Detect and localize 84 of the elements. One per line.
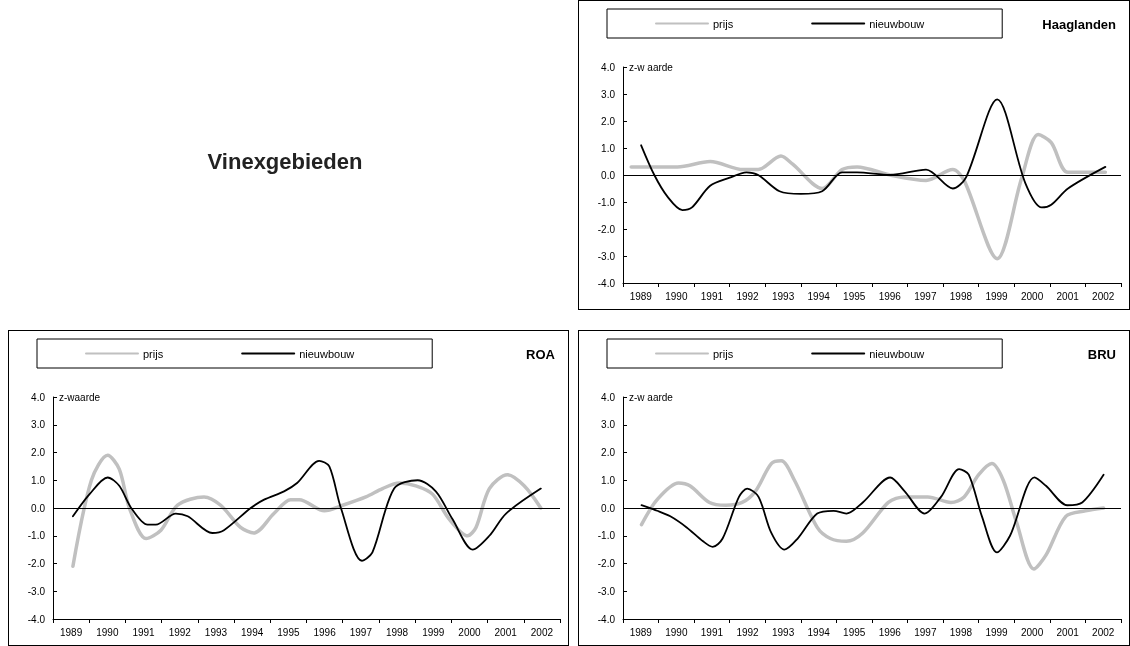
x-tick-label: 1990 [665, 626, 688, 638]
y-tick-label: 4.0 [31, 391, 46, 403]
y-tick-label: -2.0 [597, 558, 616, 569]
legend-label: prijs [713, 17, 734, 30]
x-tick-label: 1995 [843, 290, 866, 302]
y-tick-label: -1.0 [597, 196, 616, 208]
y-tick-label: 1.0 [31, 474, 46, 486]
x-tick-label: 1999 [985, 626, 1009, 638]
x-tick-label: 2000 [1020, 290, 1044, 302]
x-tick-label: 1994 [807, 626, 831, 638]
x-tick-label: 1999 [985, 290, 1009, 302]
y-tick-label: -3.0 [597, 585, 616, 597]
y-axis-title: z-w aarde [629, 391, 674, 403]
x-tick-label: 1993 [204, 626, 228, 638]
y-tick-label: 3.0 [601, 88, 616, 100]
legend-label: prijs [143, 347, 164, 360]
x-tick-label: 2002 [530, 626, 554, 638]
x-tick-label: 2001 [1056, 626, 1080, 638]
y-tick-label: -3.0 [27, 585, 46, 597]
y-tick-label: -4.0 [597, 613, 616, 625]
x-tick-label: 1993 [771, 290, 795, 302]
x-tick-label: 1990 [665, 290, 688, 302]
x-tick-label: 1997 [914, 290, 937, 302]
x-tick-label: 1991 [700, 626, 724, 638]
y-tick-label: -1.0 [27, 530, 46, 542]
y-tick-label: 2.0 [31, 447, 46, 458]
x-tick-label: 1996 [878, 626, 902, 638]
text: Vinexgebieden [207, 148, 363, 174]
x-tick-label: 2001 [494, 626, 518, 638]
y-tick-label: 4.0 [601, 61, 616, 73]
chart-title: ROA [526, 347, 556, 362]
x-tick-label: 1997 [349, 626, 373, 638]
x-tick-label: 1989 [629, 290, 653, 302]
x-tick-label: 1995 [277, 626, 300, 638]
x-tick-label: 1990 [96, 626, 119, 638]
y-tick-label: 4.0 [601, 391, 616, 403]
y-tick-label: 3.0 [31, 419, 46, 431]
legend-label: nieuwbouw [869, 17, 925, 30]
x-tick-label: 2001 [1056, 290, 1080, 302]
y-tick-label: 0.0 [31, 502, 46, 514]
legend-label: nieuwbouw [869, 347, 925, 360]
line-series [629, 132, 1108, 261]
x-tick-label: 2000 [458, 626, 482, 638]
x-tick-label: 1991 [132, 626, 156, 638]
x-tick-label: 1992 [736, 626, 760, 638]
y-tick-label: -4.0 [597, 277, 616, 289]
x-tick-label: 1995 [843, 626, 866, 638]
x-tick-label: 1998 [949, 626, 973, 638]
x-tick-label: 1999 [422, 626, 445, 638]
chart-title: BRU [1087, 347, 1117, 362]
y-tick-label: 1.0 [601, 474, 616, 486]
legend-label: prijs [713, 347, 734, 360]
x-tick-label: 1998 [949, 290, 973, 302]
x-tick-label: 1994 [241, 626, 264, 638]
y-tick-label: -3.0 [597, 250, 616, 262]
y-tick-label: 3.0 [601, 419, 616, 431]
line-series [639, 459, 1106, 571]
y-axis-title: z-w aarde [629, 61, 674, 73]
y-tick-label: 1.0 [601, 142, 616, 154]
x-tick-label: 1992 [168, 626, 192, 638]
x-tick-label: 2002 [1092, 626, 1115, 638]
x-tick-label: 1994 [807, 290, 831, 302]
legend-label: nieuwbouw [299, 347, 355, 360]
y-tick-label: -1.0 [597, 530, 616, 542]
x-tick-label: 1989 [59, 626, 83, 638]
x-tick-label: 1996 [878, 290, 902, 302]
x-tick-label: 1993 [771, 626, 795, 638]
y-tick-label: -2.0 [27, 558, 46, 569]
y-tick-label: 0.0 [601, 169, 616, 181]
y-tick-label: -2.0 [597, 223, 616, 235]
x-tick-label: 1991 [700, 290, 724, 302]
y-tick-label: 2.0 [601, 447, 616, 458]
x-tick-label: 1989 [629, 626, 653, 638]
x-tick-label: 2000 [1020, 626, 1044, 638]
x-tick-label: 1997 [914, 626, 937, 638]
y-tick-label: 2.0 [601, 115, 616, 127]
y-axis-title: z-waarde [59, 391, 101, 403]
x-tick-label: 2002 [1092, 290, 1115, 302]
x-tick-label: 1992 [736, 290, 760, 302]
y-tick-label: -4.0 [27, 613, 46, 625]
x-tick-label: 1998 [385, 626, 409, 638]
x-tick-label: 1996 [313, 626, 337, 638]
y-tick-label: 0.0 [601, 502, 616, 514]
chart-title: Haaglanden [1042, 17, 1117, 32]
